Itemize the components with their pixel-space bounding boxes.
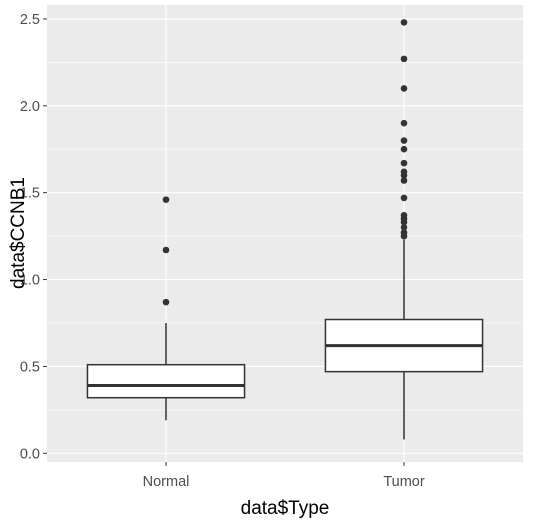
y-tick-label: 0.5 [20, 359, 40, 375]
outlier-point [400, 145, 408, 153]
outlier-point [400, 85, 408, 92]
box-tumor [324, 19, 484, 440]
outlier-point [162, 298, 170, 306]
boxes [86, 19, 484, 440]
outlier-point [400, 211, 408, 219]
iqr-box [86, 363, 246, 399]
outlier-point [400, 119, 408, 127]
outlier-point [400, 159, 408, 167]
outlier-point [162, 196, 170, 203]
outlier-point [400, 229, 408, 236]
y-tick-label: 2.5 [20, 12, 40, 28]
x-tick-label: Normal [143, 474, 190, 490]
y-tick-label: 1.0 [20, 273, 40, 289]
outlier-point [400, 177, 408, 184]
outlier-point [400, 224, 408, 231]
y-tick-label: 1.5 [20, 186, 40, 202]
outlier-point [400, 55, 408, 63]
x-axis-title: data$Type [241, 498, 330, 519]
x-tick-label: Tumor [383, 474, 425, 490]
x-axis-ticks: Normal Tumor [143, 462, 425, 490]
y-tick-label: 0.0 [20, 446, 40, 462]
box-normal [86, 196, 246, 421]
y-axis-title: data$CCNB1 [8, 177, 29, 289]
y-axis-ticks: 0.0 0.5 1.0 1.5 2.0 2.5 [20, 12, 47, 462]
outlier-point [400, 19, 408, 26]
outlier-point [400, 168, 408, 176]
outlier-point [162, 246, 170, 254]
outlier-point [400, 137, 408, 144]
outlier-point [400, 194, 408, 202]
y-tick-label: 2.0 [20, 99, 40, 115]
